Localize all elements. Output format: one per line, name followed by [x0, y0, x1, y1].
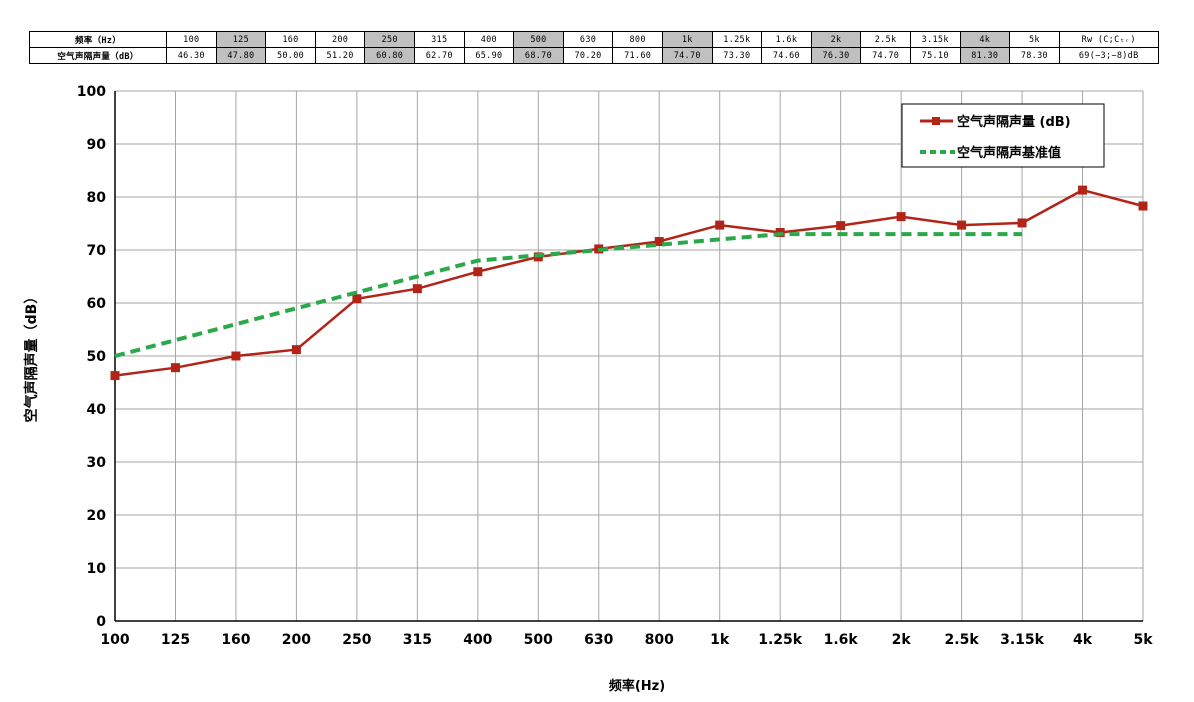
table-value-label: 空气声隔声量（dB）	[29, 47, 167, 64]
legend-marker-measured	[932, 117, 940, 125]
legend-label-reference: 空气声隔声基准值	[957, 145, 1061, 161]
x-tick-label: 4k	[1073, 632, 1093, 648]
table-value-cell: 73.30	[711, 47, 763, 64]
table-freq-cell: 1k	[661, 31, 713, 48]
y-axis-label: 空气声隔声量（dB）	[23, 290, 40, 423]
x-tick-label: 2k	[892, 632, 912, 648]
table-value-cell: 76.30	[810, 47, 862, 64]
table-value-cell: 74.60	[761, 47, 812, 64]
data-point-marker	[836, 221, 846, 231]
y-tick-label: 100	[77, 84, 106, 100]
data-point-marker	[291, 345, 301, 355]
x-tick-label: 5k	[1133, 632, 1153, 648]
table-freq-cell: 4k	[959, 31, 1011, 48]
table-rw-value: 69(−3;−8)dB	[1058, 47, 1159, 64]
y-tick-label: 50	[87, 349, 107, 365]
series-line-measured	[114, 188, 1144, 377]
data-point-marker	[170, 363, 180, 373]
y-tick-label: 40	[87, 402, 107, 418]
table-freq-cell: 250	[364, 31, 415, 48]
x-tick-label: 3.15k	[1000, 632, 1045, 648]
y-tick-label: 10	[87, 561, 107, 577]
table-value-cell: 65.90	[463, 47, 515, 64]
x-tick-label: 630	[584, 632, 613, 648]
table-freq-cell: 125	[215, 31, 267, 48]
x-tick-label: 160	[221, 632, 250, 648]
legend-box	[901, 103, 1105, 168]
data-point-marker	[473, 267, 483, 277]
y-tick-label: 90	[87, 137, 107, 153]
x-tick-label: 1k	[710, 632, 730, 648]
data-point-marker	[412, 284, 422, 294]
data-point-marker	[1078, 185, 1088, 195]
x-tick-label: 500	[524, 632, 553, 648]
table-value-cell: 74.70	[661, 47, 713, 64]
x-tick-label: 250	[342, 632, 371, 648]
y-tick-label: 0	[96, 614, 106, 630]
data-point-marker	[654, 237, 664, 247]
chart-tick-labels: 0 10 20 30 40 50 60 70 80 90 100 100 125 160 200 250 315…	[77, 84, 1153, 648]
y-tick-label: 30	[87, 455, 107, 471]
table-value-cell: 71.60	[612, 47, 663, 64]
data-point-marker	[110, 371, 120, 381]
x-tick-label: 315	[403, 632, 432, 648]
data-point-marker	[957, 220, 967, 230]
x-tick-label: 400	[463, 632, 492, 648]
y-tick-label: 20	[87, 508, 107, 524]
data-point-marker	[352, 294, 362, 304]
series-line-reference	[114, 232, 1023, 358]
table-value-cell: 75.10	[909, 47, 961, 64]
table-value-cell: 47.80	[215, 47, 267, 64]
x-tick-label: 100	[100, 632, 129, 648]
table-value-cell: 46.30	[166, 47, 217, 64]
data-point-marker	[896, 212, 906, 222]
x-tick-label: 200	[282, 632, 311, 648]
chart-series	[110, 185, 1148, 381]
x-axis-label: 频率(Hz)	[609, 678, 665, 694]
data-point-marker	[1138, 201, 1148, 211]
x-tick-label: 1.6k	[824, 632, 859, 648]
chart-grid	[114, 90, 1144, 622]
data-point-marker	[715, 220, 725, 230]
table-value-row: 空气声隔声量（dB） 46.30 47.80 50.00 51.20 60.80 62.70…	[29, 47, 1159, 64]
x-tick-label: 1.25k	[758, 632, 803, 648]
y-tick-label: 70	[87, 243, 107, 259]
x-tick-label: 800	[645, 632, 674, 648]
y-tick-label: 60	[87, 296, 107, 312]
table-value-cell: 68.70	[513, 47, 564, 64]
y-tick-label: 80	[87, 190, 107, 206]
x-tick-label: 125	[161, 632, 190, 648]
table-value-cell: 74.70	[860, 47, 911, 64]
x-tick-label: 2.5k	[945, 632, 980, 648]
data-table: 频率（Hz） 100 125 160 200 250 315 400 500 630 800 1k 1.…	[29, 31, 1159, 64]
data-point-marker	[1017, 218, 1027, 228]
data-point-marker	[231, 351, 241, 361]
legend-label-measured: 空气声隔声量 (dB)	[957, 114, 1071, 130]
table-value-cell: 60.80	[364, 47, 415, 64]
table-freq-cell: 2k	[810, 31, 862, 48]
table-value-cell: 81.30	[959, 47, 1011, 64]
table-value-cell: 70.20	[562, 47, 614, 64]
chart-legend: 空气声隔声量 (dB) 空气声隔声基准值	[901, 103, 1105, 168]
